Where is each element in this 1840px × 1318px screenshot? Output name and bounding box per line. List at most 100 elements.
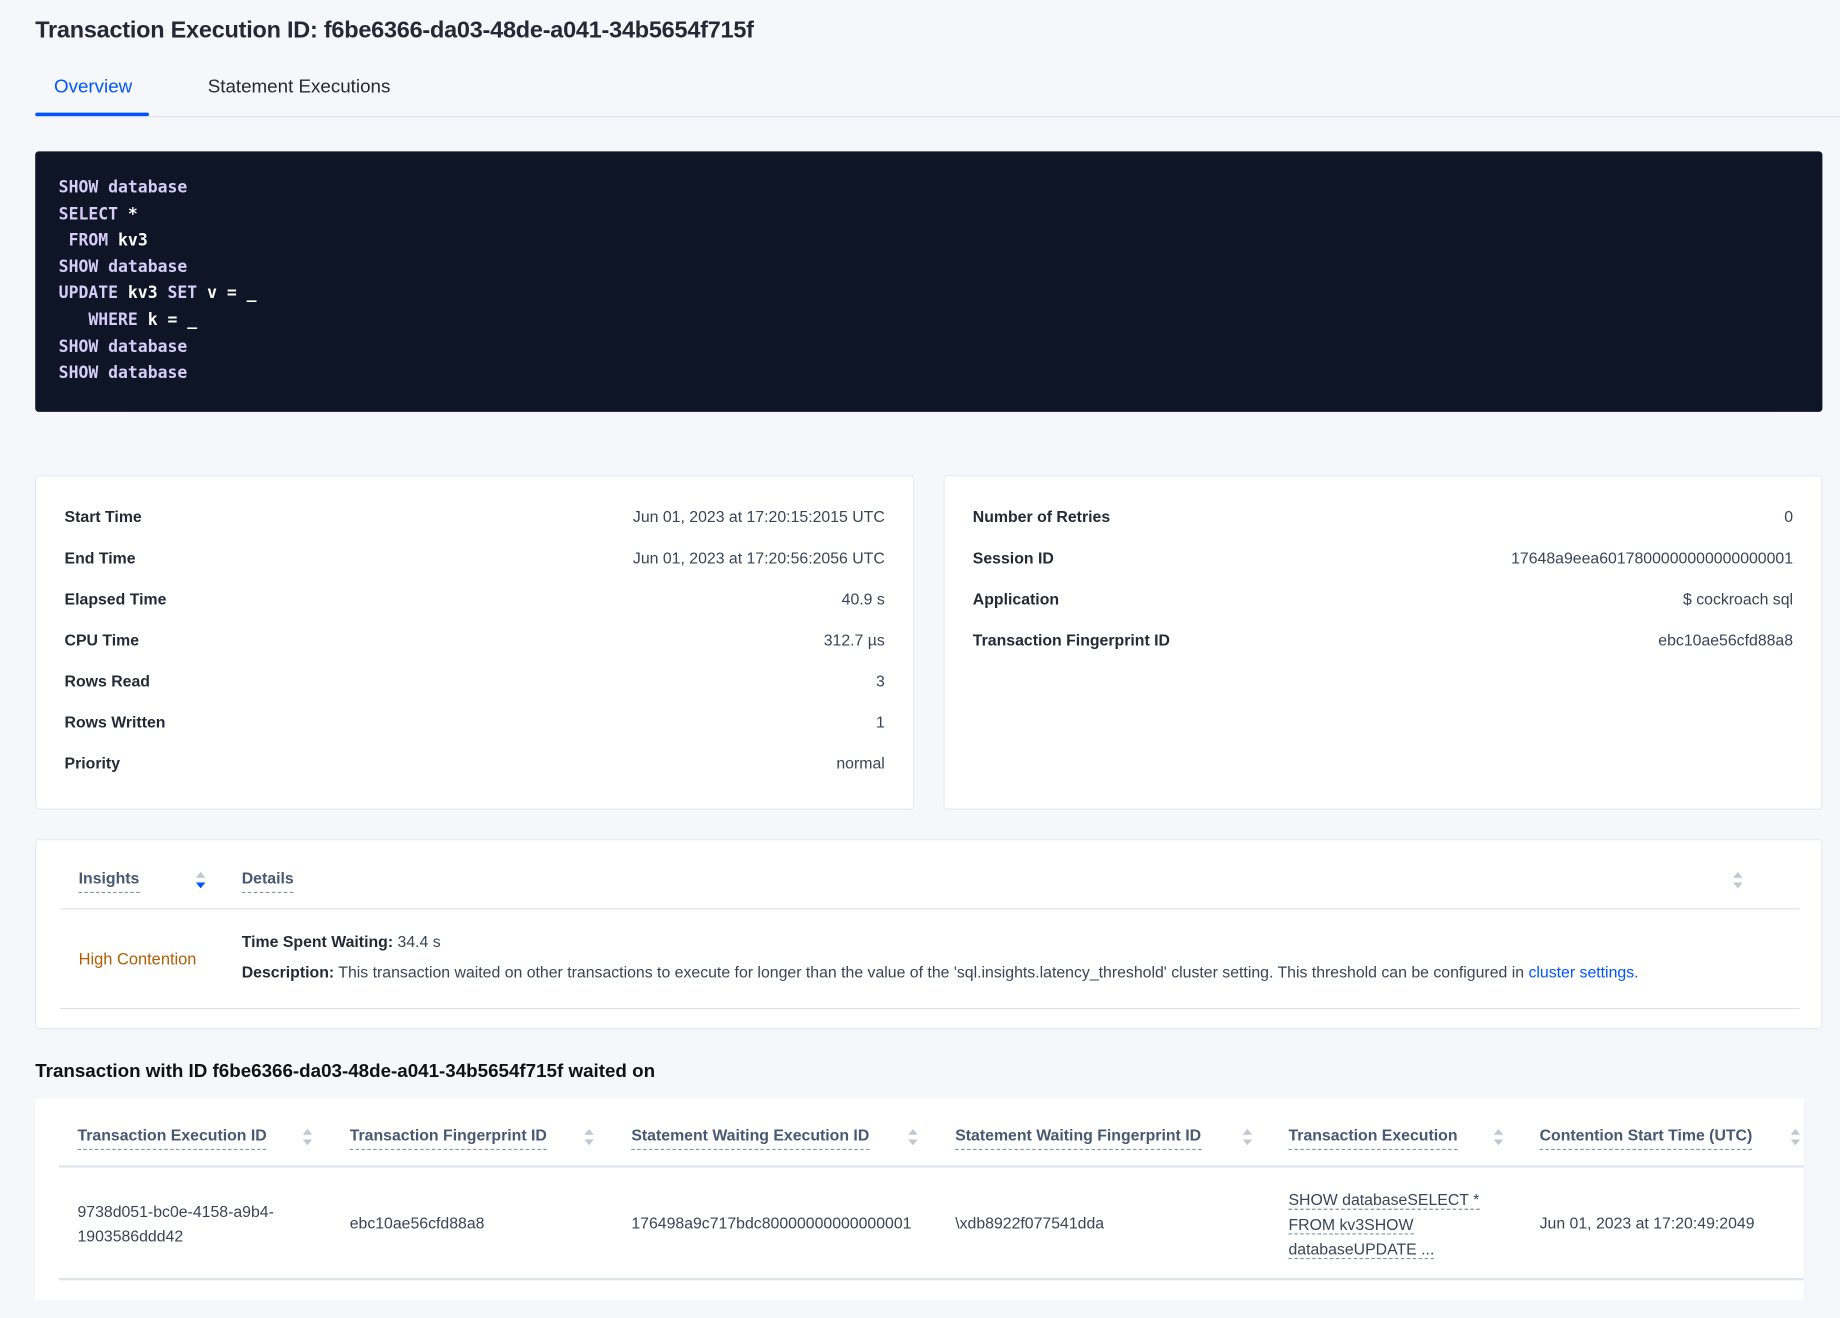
row-divider [59,1008,1801,1010]
summary-row: Session ID 17648a9eea60178000000000000000… [973,549,1793,572]
fingerprint-link[interactable]: ebc10ae56cfd88a8 [1658,631,1794,649]
sql-code-block: SHOW database SELECT * FROM kv3 SHOW datab… [35,151,1823,412]
column-header[interactable]: Transaction Execution [1288,1127,1458,1151]
active-tab-indicator [35,112,150,117]
time-spent-waiting: Time Spent Waiting: 34.4 s [242,929,441,954]
sort-icon[interactable] [195,870,207,891]
summary-card-right: Number of Retries 0 Session ID 17648a9eea60… [943,475,1823,810]
waited-on-table: 9738d051-bc0e-4158-a9b4- 1903586ddd42 ebc… [35,1098,1804,1301]
header-divider [59,908,1801,910]
summary-value: 1 [875,713,885,732]
description-text: This transaction waited on other transac… [334,963,1529,982]
table-header-divider [58,1165,1804,1168]
summary-label: Priority [64,754,121,773]
summary-value: Jun 01, 2023 at 17:20:15:2015 UTC [632,508,885,526]
txn-exec-id-line2: 1903586ddd42 [77,1227,184,1246]
summary-value: 0 [1784,508,1794,526]
insight-type-label: High Contention [78,949,197,969]
sql-token: kv3 [118,284,168,304]
sql-token: SET [167,284,198,304]
time-spent-label: Time Spent Waiting: [241,932,394,951]
tab-overview[interactable]: Overview [53,77,133,98]
summary-row: Start Time Jun 01, 2023 at 17:20:15:2015 … [65,508,885,531]
sort-icon[interactable] [1790,1127,1802,1148]
txn-exec-line3[interactable]: databaseUPDATE ... [1288,1240,1435,1260]
cell-txn-execution[interactable]: SHOW databaseSELECT * FROM kv3SHOW datab… [1288,1188,1480,1262]
summary-row: Application $ cockroach sql [973,590,1793,613]
page-title: Transaction Execution ID: f6be6366-da03-… [35,17,754,44]
summary-label: Elapsed Time [64,590,167,608]
sql-line: FROM kv3 [59,228,1799,255]
summary-label: Rows Read [64,672,150,691]
summary-value: 40.9 s [841,590,885,608]
column-header[interactable]: Transaction Execution ID [77,1127,267,1151]
summary-row: Rows Read 3 [65,672,885,695]
summary-value: 3 [875,672,885,691]
table-bottom-divider [58,1277,1804,1281]
tab-divider [35,115,1840,117]
cell-stmt-fingerprint: \xdb8922f077541dda [955,1214,1105,1233]
sql-line: UPDATE kv3 SET v = _ [59,281,1799,308]
column-header[interactable]: Statement Waiting Fingerprint ID [955,1127,1202,1151]
sql-token: SHOW [58,257,99,277]
column-header[interactable]: Statement Waiting Execution ID [631,1127,870,1151]
cell-contention-start: Jun 01, 2023 at 17:20:49:2049 [1539,1214,1755,1233]
sql-token: * [118,204,138,224]
sql-token: SHOW [58,363,99,383]
insight-description: Description: This transaction waited on … [242,960,1639,985]
sql-token: database [98,178,188,198]
sort-icon[interactable] [1732,870,1744,891]
summary-value: Jun 01, 2023 at 17:20:56:2056 UTC [632,549,885,567]
sql-token: SHOW [58,178,99,198]
sort-icon[interactable] [583,1127,595,1148]
cluster-settings-link[interactable]: cluster settings [1528,963,1635,982]
insights-column-header[interactable]: Insights [78,870,140,894]
sort-icon[interactable] [302,1127,314,1148]
sql-token: v = _ [197,284,257,304]
tab-statement-executions[interactable]: Statement Executions [207,77,391,98]
summary-value: $ cockroach sql [1682,590,1794,608]
sql-line: SELECT * [59,201,1799,228]
summary-label: Session ID [972,549,1054,567]
sql-line: SHOW database [59,360,1799,387]
waited-on-heading: Transaction with ID f6be6366-da03-48de-a… [35,1061,656,1082]
column-header[interactable]: Contention Start Time (UTC) [1539,1127,1753,1151]
sort-icon[interactable] [1493,1127,1505,1148]
description-end: . [1634,963,1639,982]
sql-token: database [98,363,188,383]
summary-value: normal [836,754,885,773]
sql-token: SHOW [58,337,99,357]
summary-row: Elapsed Time 40.9 s [65,590,885,613]
summary-row: End Time Jun 01, 2023 at 17:20:56:2056 UT… [65,549,885,572]
summary-value: 312.7 µs [823,631,885,649]
summary-card-left: Start Time Jun 01, 2023 at 17:20:15:2015 … [35,475,915,810]
sql-token: SELECT [58,204,119,224]
cell-txn-exec-id: 9738d051-bc0e-4158-a9b4- 1903586ddd42 [77,1199,273,1248]
summary-row: CPU Time 312.7 µs [65,631,885,654]
column-header[interactable]: Transaction Fingerprint ID [349,1127,547,1151]
description-label: Description: [241,963,335,982]
details-column-header[interactable]: Details [241,870,294,894]
summary-label: Application [972,590,1060,608]
summary-value: 17648a9eea6017800000000000000001 [1511,549,1794,567]
sql-token: WHERE [58,310,138,330]
summary-label: Rows Written [64,713,166,732]
sort-icon[interactable] [1242,1127,1254,1148]
summary-row: Rows Written 1 [65,713,885,736]
summary-label: Number of Retries [972,508,1111,526]
txn-exec-line2[interactable]: FROM kv3SHOW [1288,1215,1414,1235]
summary-label: CPU Time [64,631,140,649]
sql-line: WHERE k = _ [59,307,1799,334]
txn-exec-id-line1: 9738d051-bc0e-4158-a9b4- [77,1202,274,1221]
sql-token: FROM [58,231,109,251]
sql-token: k = _ [137,310,198,330]
sql-token: UPDATE [58,284,119,304]
sort-icon[interactable] [907,1127,919,1148]
sql-token: kv3 [108,231,148,251]
txn-exec-line1[interactable]: SHOW databaseSELECT * [1288,1191,1480,1210]
insights-card: Insights Details High Contention Time Sp… [35,839,1823,1030]
sql-token: database [98,337,188,357]
summary-row: Number of Retries 0 [973,508,1793,531]
sql-token: database [98,257,188,277]
time-spent-value: 34.4 s [393,932,441,951]
